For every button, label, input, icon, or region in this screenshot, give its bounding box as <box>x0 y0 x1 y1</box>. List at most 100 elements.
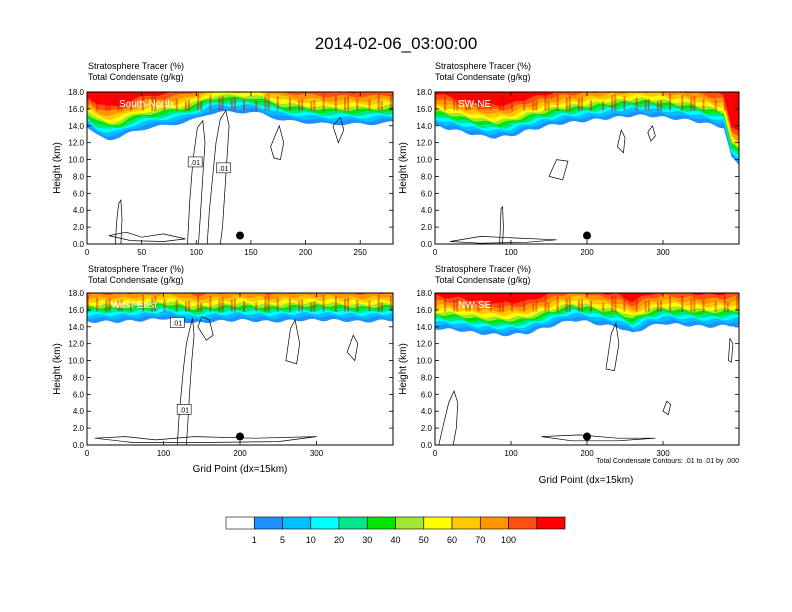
tracer-streak <box>690 97 693 111</box>
tracer-streak <box>544 93 547 111</box>
tracer-streak <box>656 302 659 312</box>
x-tick-label: 0 <box>433 449 438 458</box>
panel-1-subtitle-2: Total Condensate (g/kg) <box>435 72 531 82</box>
tracer-streak <box>344 97 347 111</box>
tracer-streak <box>243 301 246 312</box>
tracer-streak <box>535 301 538 312</box>
y-tick-label: 0.0 <box>421 240 433 249</box>
tracer-streak <box>154 94 157 111</box>
tracer-streak <box>163 298 166 312</box>
contour-label-box <box>187 156 203 168</box>
tracer-streak <box>468 98 471 111</box>
tracer-streak <box>435 294 437 312</box>
panel-3-footnote: Total Condensate Contours: .01 to .01 by… <box>596 458 739 465</box>
tracer-streak <box>276 96 279 111</box>
tracer-band-10 <box>435 92 739 132</box>
tracer-streak <box>389 94 392 111</box>
tracer-streak <box>523 98 526 111</box>
tracer-streak <box>565 298 568 312</box>
y-tick-label: 4.0 <box>73 206 85 215</box>
tracer-streak <box>623 96 626 111</box>
plot-frame <box>86 91 394 245</box>
tracer-streak <box>714 301 717 312</box>
tracer-streak <box>726 302 729 312</box>
condensate-contour <box>647 124 656 142</box>
tracer-streak <box>614 93 617 111</box>
colorbar-swatch <box>254 516 283 530</box>
condensate-contour <box>541 434 656 442</box>
tracer-streak <box>590 100 593 111</box>
tracer-streak <box>255 101 258 111</box>
panel-1-subtitle-1: Stratosphere Tracer (%) <box>435 61 531 71</box>
tracer-streak <box>209 94 212 111</box>
colorbar: 1 5 10 20 30 40 50 60 70 100 <box>225 516 566 545</box>
y-tick-label: 14.0 <box>68 122 84 131</box>
tracer-streak <box>175 299 178 312</box>
tracer-streak <box>444 96 447 111</box>
contour-label-box <box>169 317 185 328</box>
panel-1-label: SW-NE <box>458 99 491 110</box>
x-tick-label: 0 <box>433 248 438 257</box>
tracer-streak <box>87 93 89 111</box>
y-tick-label: 14.0 <box>68 323 84 332</box>
tracer-streak <box>532 302 535 312</box>
colorbar-swatch <box>338 516 368 530</box>
x-tick-label: 300 <box>656 248 670 257</box>
colorbar-swatch <box>366 516 396 530</box>
tracer-streak <box>465 100 468 111</box>
colorbar-swatch <box>225 516 255 530</box>
tracer-streak <box>644 100 647 111</box>
panel-south-north: .01 .01 0.0 2.0 4.0 6.0 8.0 10.0 12.0 14.0 16.0 18.… <box>68 88 394 257</box>
y-tick-label: 0.0 <box>421 441 433 450</box>
tracer-streak <box>334 94 337 111</box>
tracer-streak <box>184 302 187 312</box>
y-tick-label: 16.0 <box>68 306 84 315</box>
y-tick-label: 14.0 <box>416 323 432 332</box>
tracer-streak <box>511 97 513 111</box>
tracer-streak <box>380 302 383 312</box>
tracer-streak <box>96 297 99 312</box>
y-tick-label: 16.0 <box>416 105 432 114</box>
location-marker <box>236 432 244 441</box>
panel-2-subtitle-1: Stratosphere Tracer (%) <box>88 264 184 274</box>
tracer-streak <box>453 98 456 111</box>
tracer-streak <box>255 302 258 312</box>
tracer-streak <box>547 302 550 312</box>
contour-label: .01 <box>190 160 200 167</box>
tracer-streak <box>368 301 371 312</box>
contour-label-box <box>176 404 192 415</box>
colorbar-tick-label: 50 <box>419 535 429 545</box>
tracer-streak <box>590 301 593 312</box>
tracer-streak <box>669 93 672 111</box>
tracer-streak <box>301 299 304 312</box>
tracer-streak <box>230 299 233 312</box>
y-tick-label: 8.0 <box>421 172 433 181</box>
panel-3-xlabel: Grid Point (dx=15km) <box>539 475 634 486</box>
colorbar-tick-label: 60 <box>447 535 457 545</box>
y-tick-label: 4.0 <box>421 206 433 215</box>
tracer-streak <box>635 97 638 111</box>
x-tick-label: 300 <box>656 449 670 458</box>
tracer-streak <box>96 96 99 111</box>
y-tick-label: 8.0 <box>73 373 85 382</box>
tracer-streak <box>556 295 559 312</box>
tracer-streak <box>580 97 583 111</box>
x-tick-label: 0 <box>85 248 90 257</box>
x-tick-label: 200 <box>299 248 313 257</box>
tracer-streak <box>347 297 350 312</box>
x-tick-label: 200 <box>233 449 247 458</box>
tracer-streak <box>656 101 659 111</box>
tracer-streak <box>344 298 347 312</box>
y-tick-label: 8.0 <box>73 172 85 181</box>
tracer-streak <box>142 93 145 111</box>
tracer-streak <box>356 98 359 111</box>
y-tick-label: 14.0 <box>416 122 432 131</box>
x-tick-label: 200 <box>580 248 594 257</box>
y-tick-label: 12.0 <box>416 340 432 349</box>
location-marker <box>236 231 244 240</box>
tracer-streak <box>105 299 108 312</box>
tracer-streak <box>200 302 203 312</box>
tracer-streak <box>264 295 267 312</box>
tracer-band-9 <box>87 92 393 111</box>
